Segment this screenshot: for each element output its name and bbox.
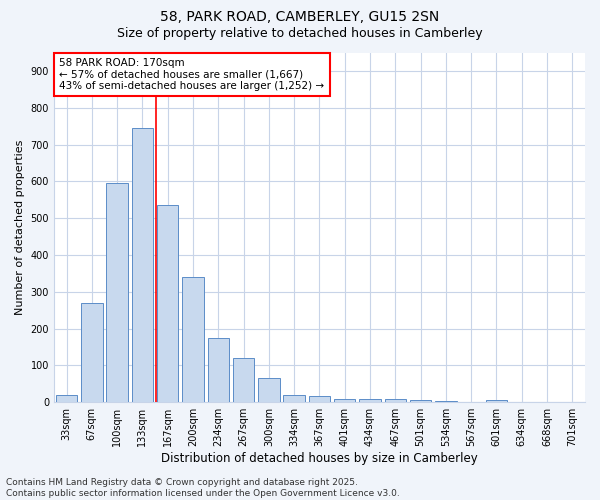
Bar — [486, 400, 507, 402]
Bar — [385, 400, 406, 402]
Bar — [435, 401, 457, 402]
Bar — [81, 303, 103, 402]
Bar — [410, 400, 431, 402]
Bar — [131, 128, 153, 402]
Text: Contains HM Land Registry data © Crown copyright and database right 2025.
Contai: Contains HM Land Registry data © Crown c… — [6, 478, 400, 498]
Bar — [208, 338, 229, 402]
Bar — [283, 395, 305, 402]
Bar — [309, 396, 330, 402]
Bar — [106, 183, 128, 402]
Text: Size of property relative to detached houses in Camberley: Size of property relative to detached ho… — [117, 28, 483, 40]
Bar — [56, 395, 77, 402]
X-axis label: Distribution of detached houses by size in Camberley: Distribution of detached houses by size … — [161, 452, 478, 465]
Bar — [258, 378, 280, 402]
Bar — [233, 358, 254, 402]
Bar — [157, 206, 178, 402]
Text: 58 PARK ROAD: 170sqm
← 57% of detached houses are smaller (1,667)
43% of semi-de: 58 PARK ROAD: 170sqm ← 57% of detached h… — [59, 58, 325, 91]
Bar — [334, 398, 355, 402]
Bar — [182, 277, 204, 402]
Y-axis label: Number of detached properties: Number of detached properties — [15, 140, 25, 315]
Bar — [359, 398, 381, 402]
Text: 58, PARK ROAD, CAMBERLEY, GU15 2SN: 58, PARK ROAD, CAMBERLEY, GU15 2SN — [160, 10, 440, 24]
